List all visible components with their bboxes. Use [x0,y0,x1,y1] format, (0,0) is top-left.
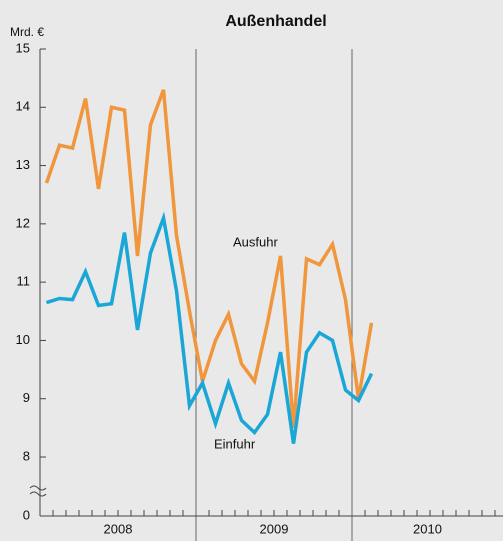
x-group-label: 2009 [260,521,289,536]
y-unit: Mrd. € [10,25,44,39]
y-tick-label: 12 [16,215,30,230]
y-tick-label: 8 [23,448,30,463]
y-tick-label: 13 [16,157,30,172]
series-line [44,89,374,428]
series-label: Einfuhr [214,436,256,451]
y-tick-label: 11 [17,274,31,289]
y-tick-label: 9 [23,390,30,405]
y-tick-label: 15 [16,40,30,55]
chart-title: Außenhandel [225,13,326,30]
x-group-label: 2008 [104,521,133,536]
y-tick-label: 0 [23,507,30,522]
y-tick-label: 10 [16,332,30,347]
series-label: Ausfuhr [233,234,278,249]
y-tick-label: 14 [16,99,30,114]
series-line [45,211,374,444]
axis-break [29,485,47,497]
x-group-label: 2010 [413,521,442,536]
